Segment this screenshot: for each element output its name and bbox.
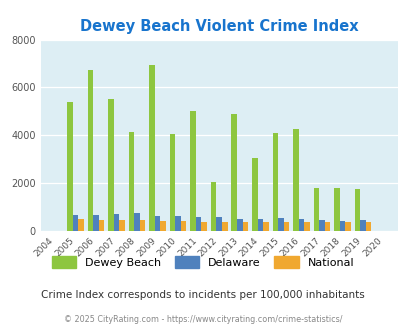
Bar bbox=[231, 114, 237, 231]
Title: Dewey Beach Violent Crime Index: Dewey Beach Violent Crime Index bbox=[80, 19, 358, 34]
Bar bbox=[119, 219, 125, 231]
Bar bbox=[78, 218, 83, 231]
Bar bbox=[344, 222, 350, 231]
Bar bbox=[128, 132, 134, 231]
Bar bbox=[211, 182, 216, 231]
Bar bbox=[292, 129, 298, 231]
Bar bbox=[140, 220, 145, 231]
Bar bbox=[175, 216, 181, 231]
Bar bbox=[242, 222, 247, 231]
Bar bbox=[257, 219, 262, 231]
Bar bbox=[283, 222, 288, 231]
Legend: Dewey Beach, Delaware, National: Dewey Beach, Delaware, National bbox=[47, 251, 358, 272]
Bar bbox=[169, 134, 175, 231]
Bar bbox=[149, 65, 154, 231]
Bar bbox=[298, 219, 303, 231]
Bar bbox=[324, 222, 329, 231]
Bar bbox=[303, 222, 309, 231]
Bar bbox=[67, 102, 72, 231]
Bar bbox=[160, 221, 166, 231]
Bar bbox=[313, 188, 318, 231]
Bar bbox=[154, 216, 160, 231]
Bar bbox=[262, 222, 268, 231]
Bar bbox=[93, 215, 98, 231]
Text: © 2025 CityRating.com - https://www.cityrating.com/crime-statistics/: © 2025 CityRating.com - https://www.city… bbox=[64, 315, 341, 324]
Bar bbox=[365, 222, 371, 231]
Bar bbox=[252, 158, 257, 231]
Bar bbox=[333, 188, 339, 231]
Bar bbox=[272, 133, 277, 231]
Bar bbox=[190, 112, 196, 231]
Bar bbox=[181, 221, 186, 231]
Bar bbox=[72, 215, 78, 231]
Bar bbox=[134, 213, 140, 231]
Bar bbox=[237, 219, 242, 231]
Bar bbox=[318, 219, 324, 231]
Bar bbox=[113, 214, 119, 231]
Bar bbox=[277, 218, 283, 231]
Bar bbox=[359, 220, 365, 231]
Bar bbox=[222, 222, 227, 231]
Bar bbox=[196, 217, 201, 231]
Bar bbox=[87, 70, 93, 231]
Bar bbox=[339, 221, 344, 231]
Text: Crime Index corresponds to incidents per 100,000 inhabitants: Crime Index corresponds to incidents per… bbox=[41, 290, 364, 300]
Bar bbox=[216, 217, 222, 231]
Bar bbox=[108, 99, 113, 231]
Bar bbox=[98, 219, 104, 231]
Bar bbox=[201, 222, 207, 231]
Bar bbox=[354, 189, 359, 231]
